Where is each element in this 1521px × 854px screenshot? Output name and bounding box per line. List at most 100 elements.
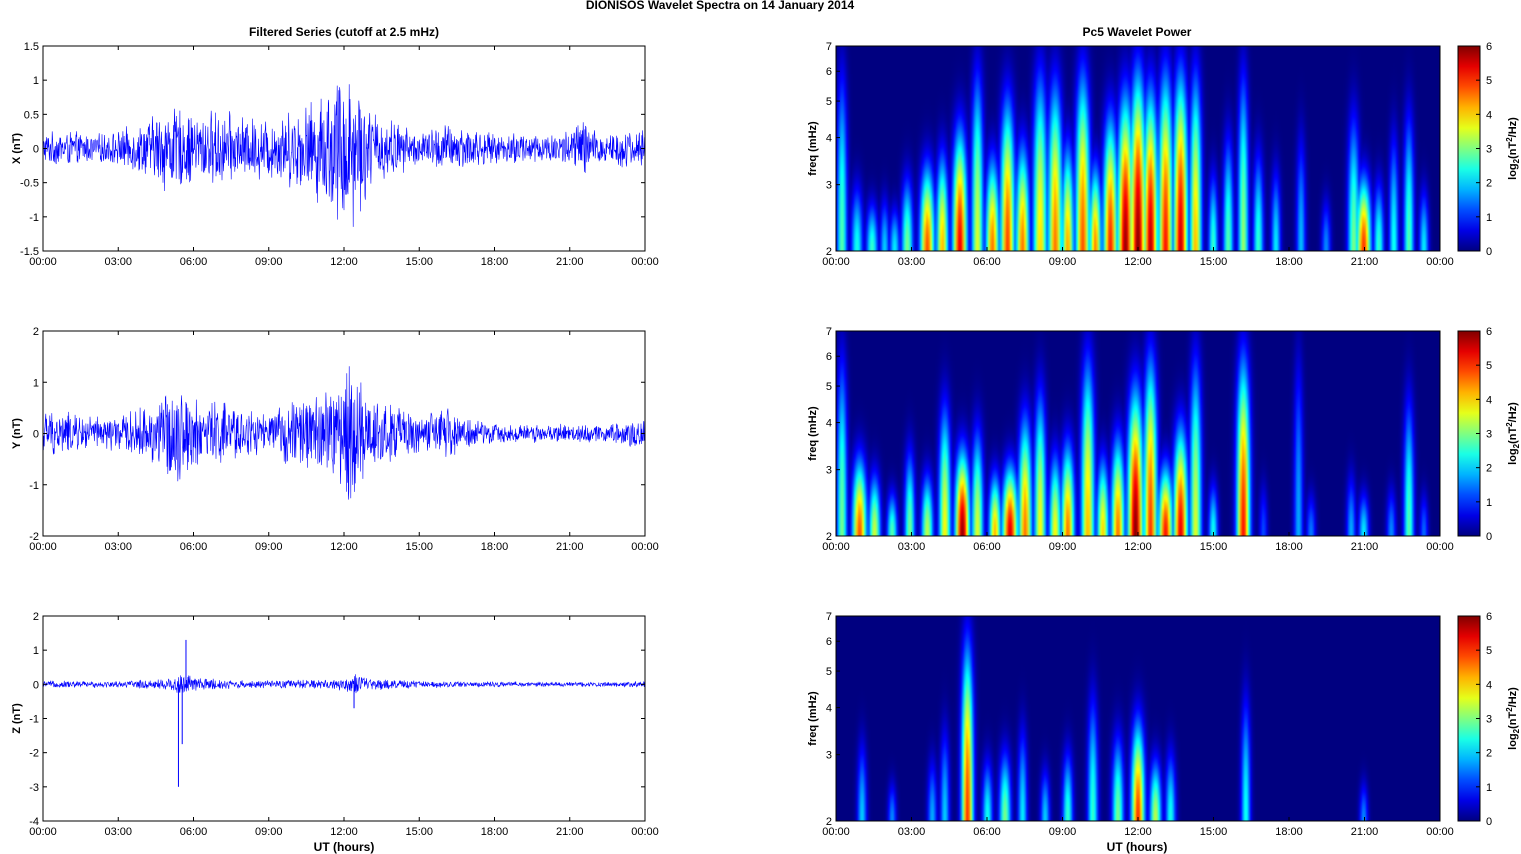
right-xlabel: UT (hours) [1107,840,1168,854]
colorbar-tick-label: 6 [1486,611,1492,623]
series-panel-2: 210-1-200:00 03:00 06:00 09:00 12:00 15:00 18:… [11,326,659,553]
x-tick-label: 21:00 [556,541,584,553]
x-tick-label: 09:00 [1049,256,1077,268]
x-tick-label: 06:00 [180,256,208,268]
x-tick-label: 12:00 [330,256,358,268]
x-tick-label: 00:00 [1426,541,1454,553]
y-tick-label: 3 [826,465,832,477]
x-tick-label: 03:00 [104,541,132,553]
series-panel-1: 1.510.50-0.5-1-1.500:00 03:00 06:00 09:00 12… [11,41,659,268]
y-tick-label: -0.5 [20,178,39,190]
y-tick-label: -2 [29,531,39,543]
x-tick-label: 03:00 [104,826,132,838]
x-tick-label: 09:00 [1049,541,1077,553]
y-tick-label: -2 [29,748,39,760]
figure-title: DIONISOS Wavelet Spectra on 14 January 2… [586,0,855,12]
y-axis-label: freq (mHz) [807,406,819,461]
y-tick-label: 4 [826,133,832,145]
y-tick-label: 1.5 [24,41,39,53]
y-tick-label: 6 [826,66,832,78]
colorbar-tick-label: 6 [1486,326,1492,338]
x-tick-label: 09:00 [255,541,283,553]
colorbar-label: log2(nT2/Hz) [1505,117,1521,180]
x-tick-label: 18:00 [1275,826,1303,838]
x-tick-label: 06:00 [973,541,1001,553]
y-tick-label: 4 [826,703,832,715]
x-tick-label: 00:00 [631,256,659,268]
x-tick-label: 06:00 [180,541,208,553]
x-tick-label: 15:00 [405,256,433,268]
y-tick-label: 0 [33,144,39,156]
y-tick-label: 5 [826,96,832,108]
y-tick-label: 2 [33,611,39,623]
y-axis-label: freq (mHz) [807,121,819,176]
colorbar-tick-label: 6 [1486,41,1492,53]
colorbar-tick-label: 1 [1486,782,1492,794]
x-tick-label: 06:00 [180,826,208,838]
colorbar-label: log2(nT2/Hz) [1505,402,1521,465]
colorbar-tick-label: 5 [1486,645,1492,657]
x-tick-label: 21:00 [556,256,584,268]
y-tick-label: -4 [29,816,39,828]
x-tick-label: 09:00 [255,256,283,268]
y-tick-label: 5 [826,381,832,393]
x-tick-label: 06:00 [973,826,1001,838]
colorbar-tick-label: 5 [1486,360,1492,372]
x-tick-label: 15:00 [1200,256,1228,268]
y-tick-label: 7 [826,326,832,338]
x-tick-label: 00:00 [631,826,659,838]
colorbar-tick-label: 3 [1486,714,1492,726]
y-tick-label: 6 [826,636,832,648]
y-tick-label: 5 [826,666,832,678]
x-tick-label: 21:00 [1351,541,1379,553]
y-tick-label: 2 [826,246,832,258]
y-tick-label: 1 [33,75,39,87]
colorbar-tick-label: 2 [1486,463,1492,475]
x-tick-label: 12:00 [330,541,358,553]
series-line [43,84,645,227]
colorbar-tick-label: 1 [1486,212,1492,224]
x-tick-label: 00:00 [29,541,57,553]
x-tick-label: 21:00 [1351,826,1379,838]
series-line [43,674,645,694]
right-column-title: Pc5 Wavelet Power [1083,25,1192,39]
x-tick-label: 15:00 [1200,541,1228,553]
y-tick-label: -3 [29,782,39,794]
y-tick-label: 3 [826,750,832,762]
y-tick-label: 3 [826,180,832,192]
colorbar-tick-label: 5 [1486,75,1492,87]
y-tick-label: 2 [826,531,832,543]
y-tick-label: 1 [33,377,39,389]
series-panel-3: 210-1-2-3-400:00 03:00 06:00 09:00 12:00 15:0… [11,611,659,838]
x-tick-label: 12:00 [1124,541,1152,553]
y-axis-label: Y (nT) [11,418,23,449]
x-tick-label: 18:00 [481,826,509,838]
x-tick-label: 09:00 [255,826,283,838]
x-tick-label: 21:00 [556,826,584,838]
plot-area [43,616,645,821]
colorbar-tick-label: 2 [1486,748,1492,760]
x-tick-label: 00:00 [822,826,850,838]
panels-layer: 1.510.50-0.5-1-1.500:00 03:00 06:00 09:00 12… [11,41,1521,838]
y-tick-label: -1 [29,212,39,224]
y-axis-label: Z (nT) [11,703,23,734]
y-tick-label: 0 [33,679,39,691]
x-tick-label: 00:00 [1426,256,1454,268]
colorbar-tick-label: 4 [1486,679,1492,691]
colorbar-tick-label: 3 [1486,429,1492,441]
x-tick-label: 06:00 [973,256,1001,268]
colorbar-label: log2(nT2/Hz) [1505,687,1521,750]
y-tick-label: 4 [826,418,832,430]
y-tick-label: 6 [826,351,832,363]
colorbar-tick-label: 2 [1486,178,1492,190]
y-tick-label: 2 [33,326,39,338]
y-tick-label: -1 [29,480,39,492]
x-tick-label: 00:00 [822,541,850,553]
wavelet-power-image [836,46,1440,251]
y-axis-label: X (nT) [11,133,23,164]
x-tick-label: 00:00 [29,256,57,268]
